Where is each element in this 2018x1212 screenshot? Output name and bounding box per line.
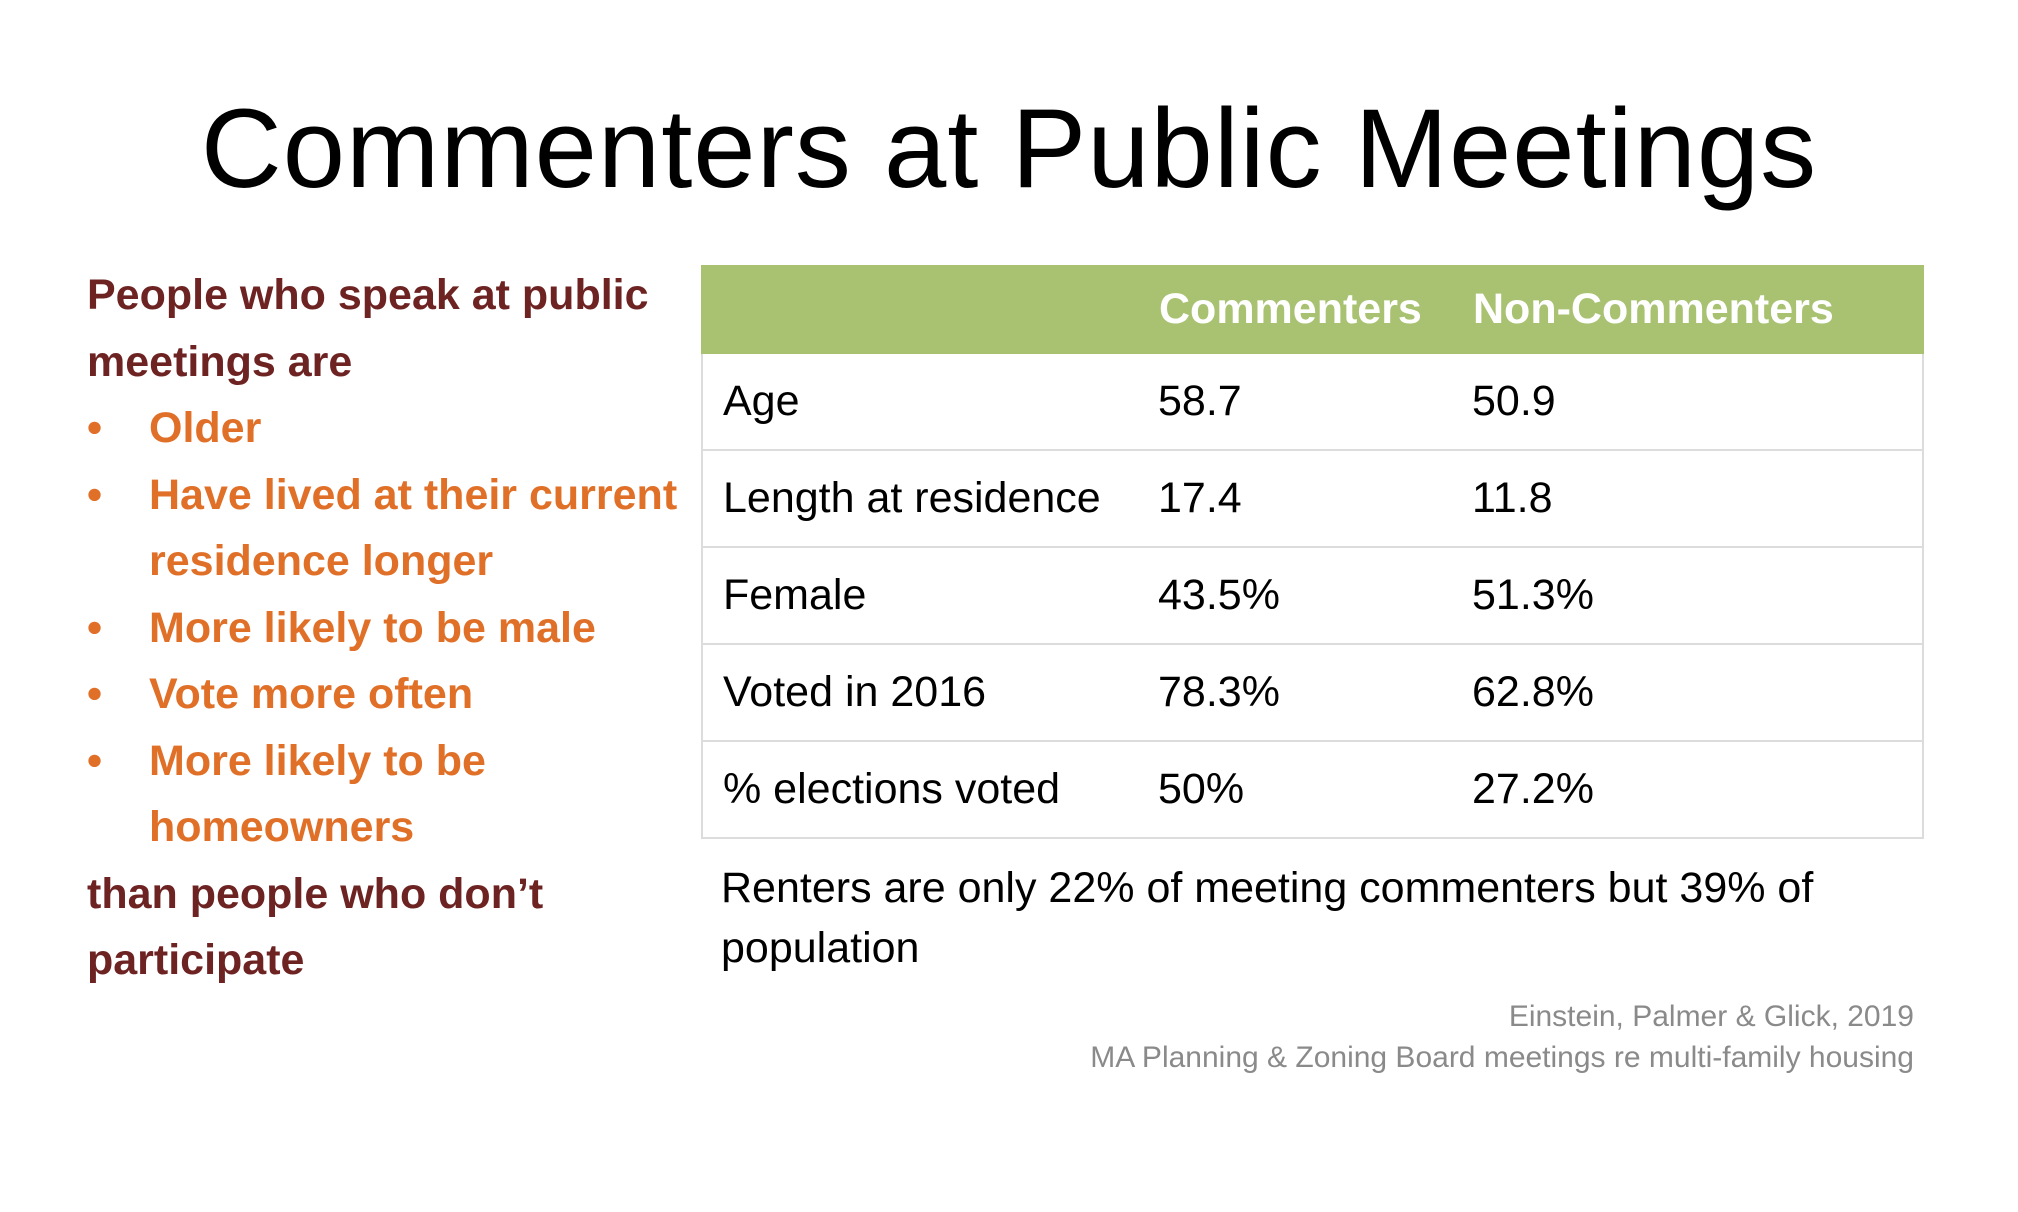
table-row: Age 58.7 50.9 [701, 352, 1924, 451]
commenters-value: 50% [1158, 740, 1472, 839]
commenters-value: 78.3% [1158, 643, 1472, 742]
bullet-text: Have lived at their current residence lo… [149, 470, 678, 586]
list-item: • Older [87, 395, 687, 462]
table-header-row: Commenters Non-Commenters [701, 265, 1924, 354]
bullet-icon: • [87, 603, 103, 652]
commenters-value: 58.7 [1158, 352, 1472, 451]
row-label: Age [701, 352, 1158, 451]
source-line-1: Einstein, Palmer & Glick, 2019 [1508, 1000, 1914, 1033]
non-commenters-value: 27.2% [1472, 740, 1924, 839]
row-label: Female [701, 546, 1158, 645]
row-label: % elections voted [701, 740, 1158, 839]
slide-title: Commenters at Public Meetings [200, 86, 1818, 211]
table-row: Female 43.5% 51.3% [701, 546, 1924, 645]
outro-text: than people who don’t participate [87, 869, 544, 985]
renters-note: Renters are only 22% of meeting commente… [721, 864, 1814, 972]
bullet-text: More likely to be homeowners [149, 736, 486, 852]
row-label: Voted in 2016 [701, 643, 1158, 742]
commenters-value: 17.4 [1158, 449, 1472, 548]
non-commenters-value: 11.8 [1472, 449, 1924, 548]
source-line-2: MA Planning & Zoning Board meetings re m… [1090, 1041, 1914, 1074]
bullet-icon: • [87, 470, 103, 519]
header-cell-non-commenters: Non-Commenters [1471, 265, 1924, 354]
table-row: Voted in 2016 78.3% 62.8% [701, 643, 1924, 742]
list-item: • More likely to be homeowners [87, 728, 687, 861]
table-row: % elections voted 50% 27.2% [701, 740, 1924, 839]
table-row: Length at residence 17.4 11.8 [701, 449, 1924, 548]
header-cell-commenters: Commenters [1157, 265, 1473, 354]
header-cell-empty [701, 265, 1159, 354]
commenters-value: 43.5% [1158, 546, 1472, 645]
list-item: • More likely to be male [87, 595, 687, 662]
bullet-text: More likely to be male [149, 603, 596, 652]
bullet-icon: • [87, 736, 103, 785]
non-commenters-value: 51.3% [1472, 546, 1924, 645]
intro-text: People who speak at public meetings are [87, 271, 649, 386]
list-item: • Vote more often [87, 661, 687, 728]
non-commenters-value: 50.9 [1472, 352, 1924, 451]
list-item: • Have lived at their current residence l… [87, 462, 687, 595]
bullet-text: Vote more often [149, 670, 474, 718]
row-label: Length at residence [701, 449, 1158, 548]
bullet-icon: • [87, 404, 103, 452]
non-commenters-value: 62.8% [1472, 643, 1924, 742]
comparison-table: Commenters Non-Commenters Age 58.7 50.9 … [701, 265, 1924, 839]
bullet-icon: • [87, 670, 103, 718]
bullet-list: • Older • Have lived at their current resi… [87, 395, 687, 861]
bullet-text: Older [149, 404, 262, 452]
left-summary: People who speak at public meetings are … [87, 262, 687, 994]
source-citation: Einstein, Palmer & Glick, 2019 MA Planni… [1090, 996, 1914, 1078]
